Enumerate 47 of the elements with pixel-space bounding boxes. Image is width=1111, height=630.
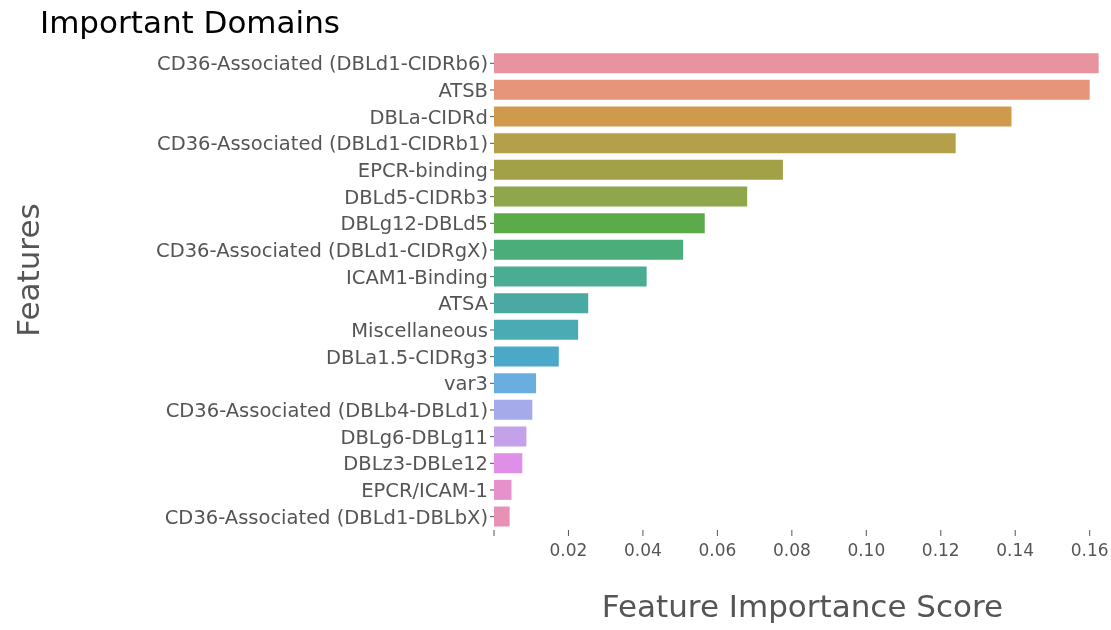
bar [494, 426, 527, 447]
bar [494, 133, 956, 154]
bar [494, 106, 1012, 127]
bar [494, 159, 783, 180]
bar [494, 399, 533, 420]
bar [494, 346, 559, 367]
bar [494, 453, 523, 474]
y-tick-label: var3 [444, 372, 488, 396]
y-tick-label: CD36-Associated (DBLd1-CIDRb6) [157, 52, 488, 76]
bar [494, 79, 1090, 100]
x-tick-label: 0.08 [772, 540, 811, 561]
bar [494, 239, 684, 260]
text: Important Domains [40, 4, 340, 40]
y-tick-label: DBLa-CIDRd [369, 105, 488, 129]
x-tick-label: 0.10 [847, 540, 886, 561]
y-tick-label: Miscellaneous [351, 318, 488, 342]
y-tick-label: CD36-Associated (DBLd1-CIDRb1) [157, 132, 488, 156]
y-tick-label: DBLg12-DBLd5 [340, 212, 488, 236]
x-tick-label: 0.12 [921, 540, 960, 561]
bar [494, 506, 510, 527]
bar [494, 373, 537, 394]
y-tick-label: EPCR/ICAM-1 [361, 478, 488, 502]
bar [494, 213, 705, 234]
bar [494, 186, 748, 207]
y-tick-label: CD36-Associated (DBLb4-DBLd1) [165, 398, 488, 422]
bar [494, 479, 512, 500]
y-tick-label: DBLa1.5-CIDRg3 [326, 345, 488, 369]
x-tick-label: 0.04 [623, 540, 662, 561]
x-axis-title: Feature Importance Score [600, 588, 1005, 624]
y-tick-label: CD36-Associated (DBLd1-CIDRgX) [156, 238, 488, 262]
y-tick-label: EPCR-binding [357, 158, 488, 182]
bar [494, 266, 647, 287]
x-tick-label: 0.02 [549, 540, 588, 561]
y-tick-label: DBLz3-DBLe12 [343, 452, 488, 476]
y-axis-title: Features [10, 203, 47, 337]
x-tick-label: 0.16 [1070, 540, 1109, 561]
bar [494, 319, 579, 340]
y-tick-label: ATSA [438, 292, 489, 316]
y-tick-label: ICAM1-Binding [346, 265, 488, 289]
y-tick-label: DBLd5-CIDRb3 [344, 185, 488, 209]
y-tick-label: DBLg6-DBLg11 [340, 425, 488, 449]
x-tick-label: 0.06 [698, 540, 737, 561]
y-tick-label: CD36-Associated (DBLd1-DBLbX) [164, 505, 488, 529]
x-tick-label: 0.14 [996, 540, 1035, 561]
y-tick-label: ATSB [438, 78, 488, 102]
bar [494, 293, 589, 314]
bar [494, 53, 1099, 74]
